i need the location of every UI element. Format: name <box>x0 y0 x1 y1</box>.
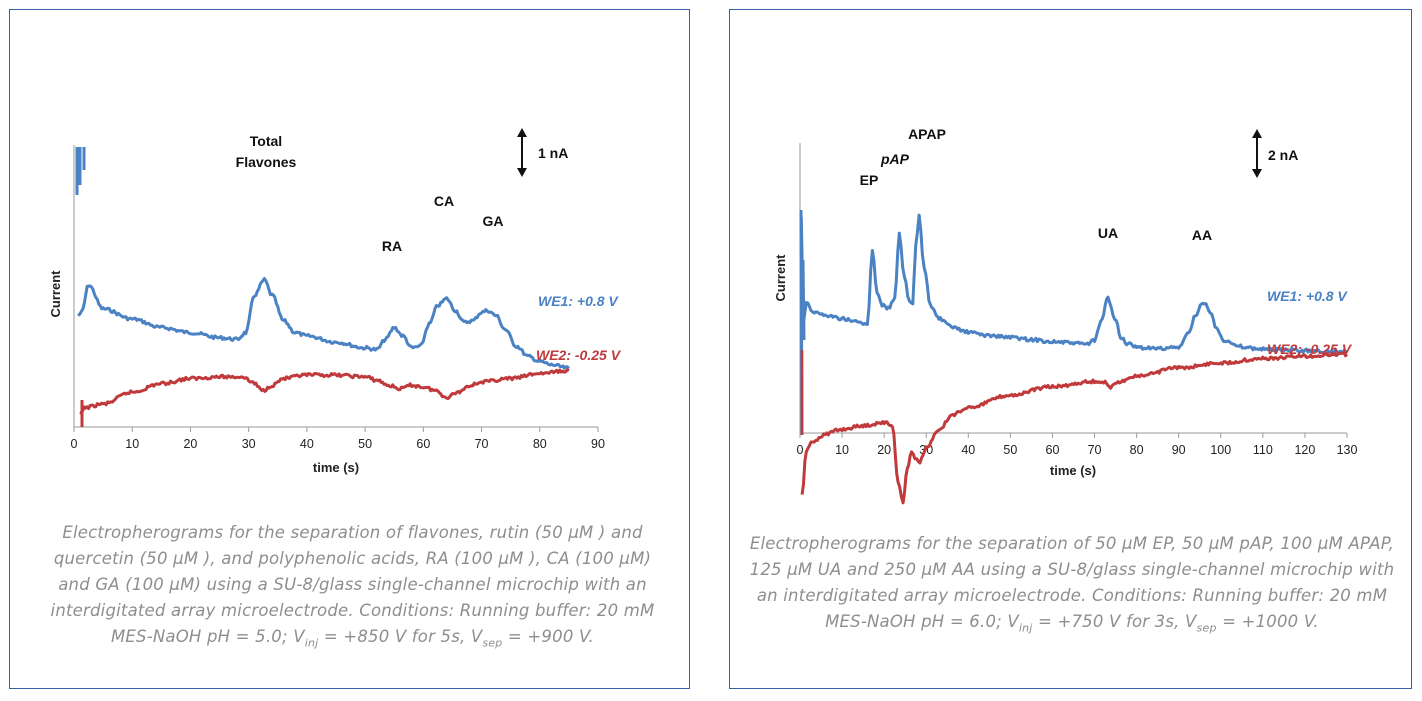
x-tick-label: 50 <box>1003 443 1017 457</box>
y-axis-title: Current <box>48 270 63 318</box>
peak-label-total: Total <box>250 133 282 149</box>
x-tick-label: 60 <box>1046 443 1060 457</box>
x-tick-label: 0 <box>71 437 78 451</box>
x-tick-label: 110 <box>1253 443 1273 457</box>
series-label-we2: WE2: -0.25 V <box>536 347 622 363</box>
series-label-we1: WE1: +0.8 V <box>538 293 619 309</box>
series-group <box>75 147 570 427</box>
x-tick-label: 20 <box>183 437 197 451</box>
x-tick-label: 120 <box>1294 443 1315 457</box>
peak-label-ra: RA <box>382 238 402 254</box>
x-tick-label: 70 <box>1088 443 1102 457</box>
x-tick-label: 0 <box>797 443 804 457</box>
x-tick-label: 90 <box>591 437 605 451</box>
x-tick-label: 40 <box>961 443 975 457</box>
x-tick-label: 70 <box>475 437 489 451</box>
series-label-we1: WE1: +0.8 V <box>1267 288 1348 304</box>
x-axis-title: time (s) <box>1050 463 1096 478</box>
figure-caption-left: Electropherograms for the separation of … <box>50 523 655 650</box>
peak-label-ga: GA <box>483 213 504 229</box>
electropherogram-flavones-chart: 0 10 20 30 40 50 60 70 80 90 time (s) Current Tot… <box>48 128 622 475</box>
figure-caption-right: Electropherograms for the separation of … <box>749 534 1395 635</box>
peak-label-aa: AA <box>1192 227 1212 243</box>
x-tick-label: 30 <box>242 437 256 451</box>
right-figure-panel: 0 10 20 30 40 50 60 70 80 90 100 110 120 130 time (s)… <box>729 9 1412 689</box>
peak-label-apap: APAP <box>908 126 946 142</box>
y-axis-title: Current <box>773 254 788 302</box>
peak-label-ca: CA <box>434 193 454 209</box>
series-group <box>799 209 1349 505</box>
x-tick-label: 80 <box>533 437 547 451</box>
peak-label-flavones: Flavones <box>236 154 297 170</box>
electropherogram-aminophenol-chart: 0 10 20 30 40 50 60 70 80 90 100 110 120 130 time (s)… <box>773 126 1358 505</box>
x-tick-label: 80 <box>1130 443 1144 457</box>
we1-trace <box>77 277 570 370</box>
x-tick-label: 90 <box>1172 443 1186 457</box>
x-tick-label: 100 <box>1210 443 1231 457</box>
x-tick-label: 60 <box>416 437 430 451</box>
left-figure-panel: 0 10 20 30 40 50 60 70 80 90 time (s) Current Tot… <box>9 9 690 689</box>
scale-bar: 2 nA <box>1252 129 1298 178</box>
x-axis-title: time (s) <box>313 460 359 475</box>
scale-bar: 1 nA <box>517 128 568 177</box>
we2-trace <box>79 368 570 415</box>
peak-label-pap: pAP <box>880 151 910 167</box>
x-tick-label: 50 <box>358 437 372 451</box>
series-label-we2: WE2: -0.25 V <box>1267 341 1353 357</box>
x-tick-label: 10 <box>835 443 849 457</box>
x-tick-label: 10 <box>125 437 139 451</box>
peak-label-ep: EP <box>860 172 879 188</box>
we1-injection-spike <box>75 147 86 195</box>
scale-bar-label: 1 nA <box>538 145 568 161</box>
scale-bar-label: 2 nA <box>1268 147 1298 163</box>
x-tick-label: 130 <box>1337 443 1358 457</box>
x-tick-label: 40 <box>300 437 314 451</box>
x-tick-group: 0 10 20 30 40 50 60 70 80 90 <box>71 427 605 451</box>
we2-trace <box>800 351 1349 505</box>
x-tick-group: 0 10 20 30 40 50 60 70 80 90 100 110 120 130 <box>797 433 1358 457</box>
we1-trace <box>799 213 1348 355</box>
x-tick-label: 20 <box>877 443 891 457</box>
peak-label-ua: UA <box>1098 225 1118 241</box>
